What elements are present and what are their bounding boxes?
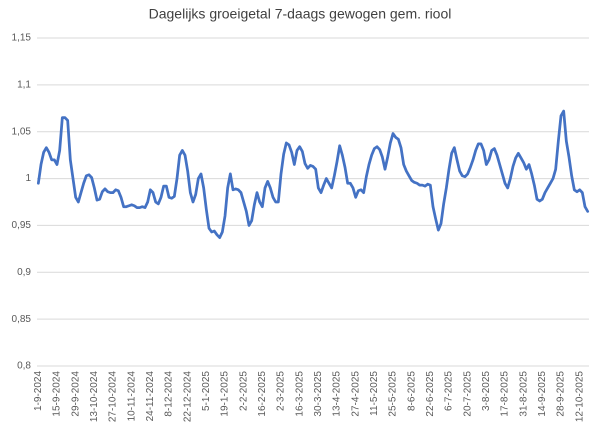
x-tick-label: 13-4-2025 [332,371,343,417]
x-tick-label: 25-5-2025 [388,371,399,417]
x-tick-label: 2-2-2025 [238,371,249,411]
x-tick-label: 13-10-2024 [89,371,100,423]
x-tick-label: 12-10-2025 [574,371,585,423]
x-tick-label: 19-1-2025 [220,371,231,417]
x-tick-label: 27-4-2025 [350,371,361,417]
x-tick-label: 2-3-2025 [276,371,287,411]
x-tick-label: 17-8-2025 [500,371,511,417]
x-tick-label: 30-3-2025 [313,371,324,417]
x-tick-label: 10-11-2024 [126,371,137,422]
x-tick-label: 8-12-2024 [164,371,175,417]
y-tick-label: 0,9 [17,267,31,278]
x-tick-label: 16-3-2025 [294,371,305,417]
y-tick-label: 1 [25,173,31,184]
x-tick-label: 6-7-2025 [444,371,455,411]
data-line [36,109,590,239]
x-tick-label: 22-6-2025 [425,371,436,417]
x-tick-label: 20-7-2025 [462,371,473,417]
y-tick-label: 0,8 [17,361,31,372]
y-tick-label: 0,95 [12,220,32,231]
y-tick-label: 1,15 [12,33,32,44]
x-tick-label: 29-9-2024 [70,371,81,417]
chart-title: Dagelijks groeigetal 7-daags gewogen gem… [149,6,452,22]
x-tick-label: 8-6-2025 [406,371,417,411]
x-tick-label: 14-9-2025 [537,371,548,417]
y-tick-label: 1,05 [12,126,32,137]
x-tick-label: 22-12-2024 [182,371,193,423]
x-tick-label: 27-10-2024 [108,371,119,423]
x-tick-label: 16-2-2025 [257,371,268,417]
x-tick-label: 11-5-2025 [369,371,380,416]
y-tick-label: 1,1 [17,79,31,90]
x-tick-label: 31-8-2025 [518,371,529,417]
x-tick-label: 24-11-2024 [145,371,156,422]
x-tick-label: 5-1-2025 [201,371,212,411]
x-tick-label: 28-9-2025 [556,371,567,417]
x-tick-label: 3-8-2025 [481,371,492,411]
x-tick-label: 1-9-2024 [33,371,44,411]
y-tick-label: 0,85 [12,314,32,325]
x-tick-label: 15-9-2024 [52,371,63,417]
